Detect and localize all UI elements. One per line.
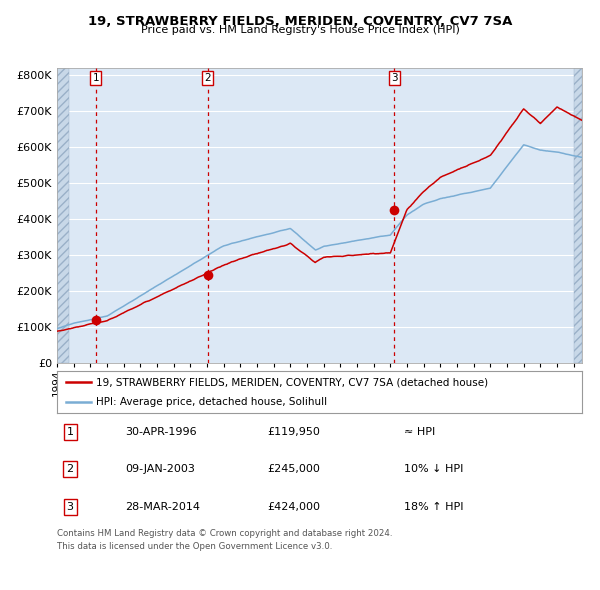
Text: £245,000: £245,000 — [267, 464, 320, 474]
Text: 09-JAN-2003: 09-JAN-2003 — [125, 464, 195, 474]
Text: ≈ HPI: ≈ HPI — [404, 427, 435, 437]
Text: 30-APR-1996: 30-APR-1996 — [125, 427, 197, 437]
Text: 18% ↑ HPI: 18% ↑ HPI — [404, 502, 463, 512]
Text: £424,000: £424,000 — [267, 502, 320, 512]
Text: 10% ↓ HPI: 10% ↓ HPI — [404, 464, 463, 474]
Text: 3: 3 — [67, 502, 74, 512]
Text: 19, STRAWBERRY FIELDS, MERIDEN, COVENTRY, CV7 7SA: 19, STRAWBERRY FIELDS, MERIDEN, COVENTRY… — [88, 15, 512, 28]
Text: HPI: Average price, detached house, Solihull: HPI: Average price, detached house, Soli… — [97, 398, 328, 407]
Text: £119,950: £119,950 — [267, 427, 320, 437]
Text: 3: 3 — [391, 73, 398, 83]
Text: Contains HM Land Registry data © Crown copyright and database right 2024.: Contains HM Land Registry data © Crown c… — [57, 529, 392, 537]
Bar — [574, 68, 582, 363]
Text: Price paid vs. HM Land Registry's House Price Index (HPI): Price paid vs. HM Land Registry's House … — [140, 25, 460, 35]
Text: 2: 2 — [204, 73, 211, 83]
Text: 1: 1 — [92, 73, 99, 83]
Bar — [57, 68, 68, 363]
Text: 28-MAR-2014: 28-MAR-2014 — [125, 502, 200, 512]
Text: 1: 1 — [67, 427, 74, 437]
Text: 2: 2 — [67, 464, 74, 474]
Text: This data is licensed under the Open Government Licence v3.0.: This data is licensed under the Open Gov… — [57, 542, 332, 550]
Text: 19, STRAWBERRY FIELDS, MERIDEN, COVENTRY, CV7 7SA (detached house): 19, STRAWBERRY FIELDS, MERIDEN, COVENTRY… — [97, 378, 488, 388]
